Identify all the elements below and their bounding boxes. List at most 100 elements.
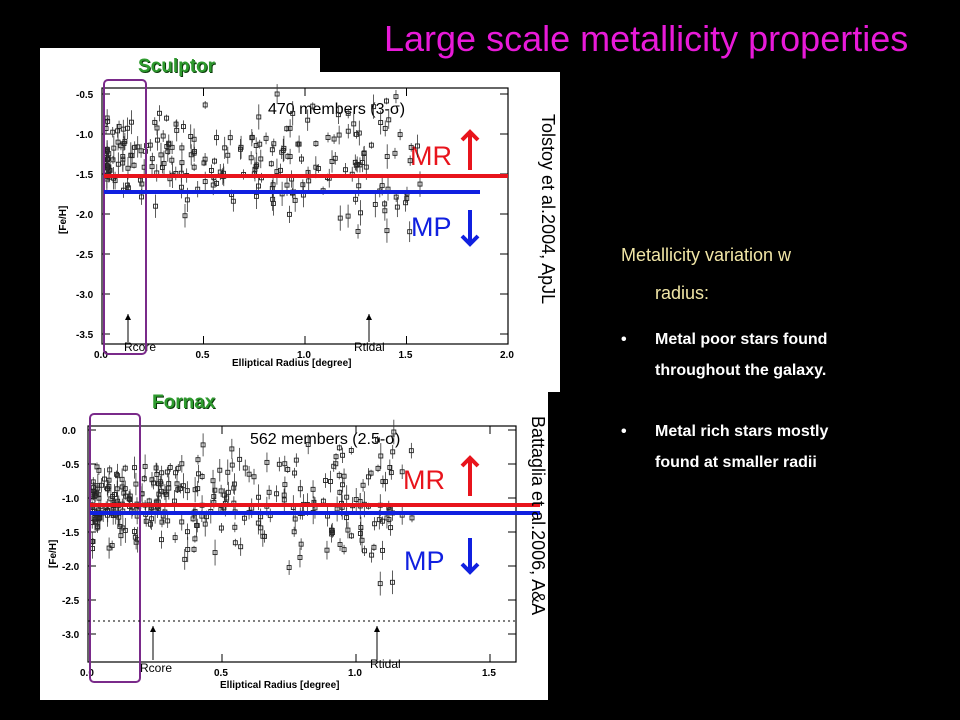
bullet-item-1: • Metal poor stars found throughout the … — [621, 324, 921, 386]
fornax-x-tick-label: 0.0 — [80, 668, 94, 679]
sculptor-data-point — [188, 152, 194, 158]
sculptor-data-point — [269, 147, 275, 153]
sculptor-data-point — [372, 202, 378, 207]
fornax-data-point — [286, 565, 292, 570]
sculptor-data-point — [274, 169, 280, 175]
fornax-data-point — [159, 537, 164, 543]
fornax-data-point — [310, 486, 316, 492]
sculptor-data-point — [343, 167, 348, 173]
fornax-data-point — [297, 554, 303, 560]
sculptor-data-point — [393, 194, 399, 200]
sculptor-data-point — [202, 179, 208, 185]
fornax-panel — [40, 392, 548, 700]
fornax-data-point — [329, 527, 335, 533]
sculptor-data-point — [115, 128, 121, 134]
fornax-data-point — [91, 488, 97, 494]
sculptor-plot: 470 members (3-σ) Elliptical Radius [deg… — [58, 79, 514, 369]
fornax-data-point — [195, 486, 201, 492]
fornax-data-point — [256, 494, 261, 500]
sculptor-data-point — [115, 139, 121, 145]
fornax-data-point — [229, 446, 235, 452]
sculptor-data-point — [212, 158, 217, 164]
sculptor-data-point — [345, 213, 351, 219]
fornax-data-point — [147, 521, 153, 527]
fornax-data-point — [297, 486, 303, 492]
sculptor-data-point — [188, 134, 194, 139]
fornax-data-point — [182, 556, 188, 562]
sculptor-data-point — [166, 140, 172, 146]
fornax-data-point — [391, 429, 397, 435]
sculptor-data-point — [131, 162, 137, 168]
fornax-data-point — [344, 494, 350, 500]
sculptor-data-point — [149, 164, 155, 170]
sculptor-data-point — [382, 201, 388, 207]
sculptor-xlabel: Elliptical Radius [degree] — [232, 358, 351, 369]
sculptor-data-point — [371, 104, 377, 110]
bullet-2-line-1: Metal rich stars mostly — [655, 423, 829, 440]
sculptor-mr-label: MR — [410, 141, 452, 171]
sculptor-rtidal-label: Rtidal — [354, 340, 385, 354]
sculptor-data-point — [325, 134, 331, 140]
sculptor-data-point — [287, 125, 293, 131]
sculptor-data-point — [407, 229, 413, 235]
fornax-data-point — [221, 492, 227, 498]
fornax-data-point — [225, 469, 231, 475]
fornax-y-tick-label: -1.0 — [62, 494, 80, 505]
fornax-data-point — [229, 462, 235, 468]
sculptor-data-point — [202, 102, 208, 108]
fornax-data-point — [151, 480, 156, 486]
fornax-x-tick-label: 1.5 — [482, 668, 496, 679]
sculptor-data-point — [248, 155, 254, 161]
fornax-axes-frame — [87, 425, 517, 663]
fornax-data-point — [90, 479, 96, 485]
sculptor-data-point — [230, 198, 236, 204]
sculptor-data-point — [270, 201, 276, 206]
sculptor-data-point — [271, 141, 277, 147]
fornax-data-point — [94, 464, 100, 470]
fornax-data-point — [149, 477, 155, 483]
sculptor-data-point — [300, 182, 306, 188]
sculptor-data-point — [125, 165, 131, 171]
sculptor-mp-label: MP — [411, 212, 452, 242]
sculptor-data-point — [295, 141, 301, 147]
sculptor-data-point — [256, 114, 262, 120]
fornax-data-point — [377, 581, 383, 587]
sculptor-data-point — [184, 197, 190, 203]
fornax-data-point — [192, 536, 198, 542]
sculptor-data-point — [214, 135, 219, 141]
sculptor-data-point — [111, 145, 117, 151]
sculptor-data-point — [139, 194, 145, 200]
sculptor-data-point — [384, 98, 389, 104]
fornax-mp-arrow-head — [460, 562, 480, 575]
sculptor-members-label: 470 members (3-σ) — [268, 101, 405, 118]
fornax-data-point — [369, 552, 375, 558]
sculptor-data-point — [139, 181, 145, 187]
sculptor-rcore-label: Rcore — [124, 340, 156, 354]
sculptor-data-point — [181, 124, 186, 130]
sculptor-data-point — [253, 193, 259, 199]
fornax-y-tick-label: -0.5 — [62, 460, 80, 471]
sculptor-y-tick-label: -1.0 — [76, 130, 94, 141]
fornax-data-point — [159, 470, 165, 476]
fornax-data-point — [337, 489, 343, 495]
fornax-data-point — [375, 437, 380, 443]
fornax-data-point — [167, 464, 173, 470]
fornax-data-point — [282, 482, 288, 488]
fornax-data-point — [266, 489, 272, 495]
fornax-data-point — [358, 525, 364, 531]
fornax-data-point — [184, 488, 190, 494]
sculptor-x-tick-label: 2.0 — [500, 350, 514, 361]
fornax-data-point — [368, 470, 374, 476]
fornax-data-point — [159, 519, 165, 525]
sculptor-data-point — [191, 136, 197, 142]
sculptor-data-point — [253, 143, 259, 148]
sculptor-data-point — [270, 182, 276, 188]
fornax-data-point — [123, 493, 129, 499]
fornax-data-point — [371, 544, 377, 550]
sculptor-reference: Tolstoy et al.2004, ApJL — [538, 114, 558, 305]
sculptor-data-point — [305, 117, 311, 123]
sculptor-x-tick-label: 0.0 — [94, 350, 108, 361]
fornax-data-point — [274, 491, 280, 497]
bullet-item-2: • Metal rich stars mostly found at small… — [621, 416, 921, 478]
fornax-mr-label: MR — [403, 465, 445, 495]
